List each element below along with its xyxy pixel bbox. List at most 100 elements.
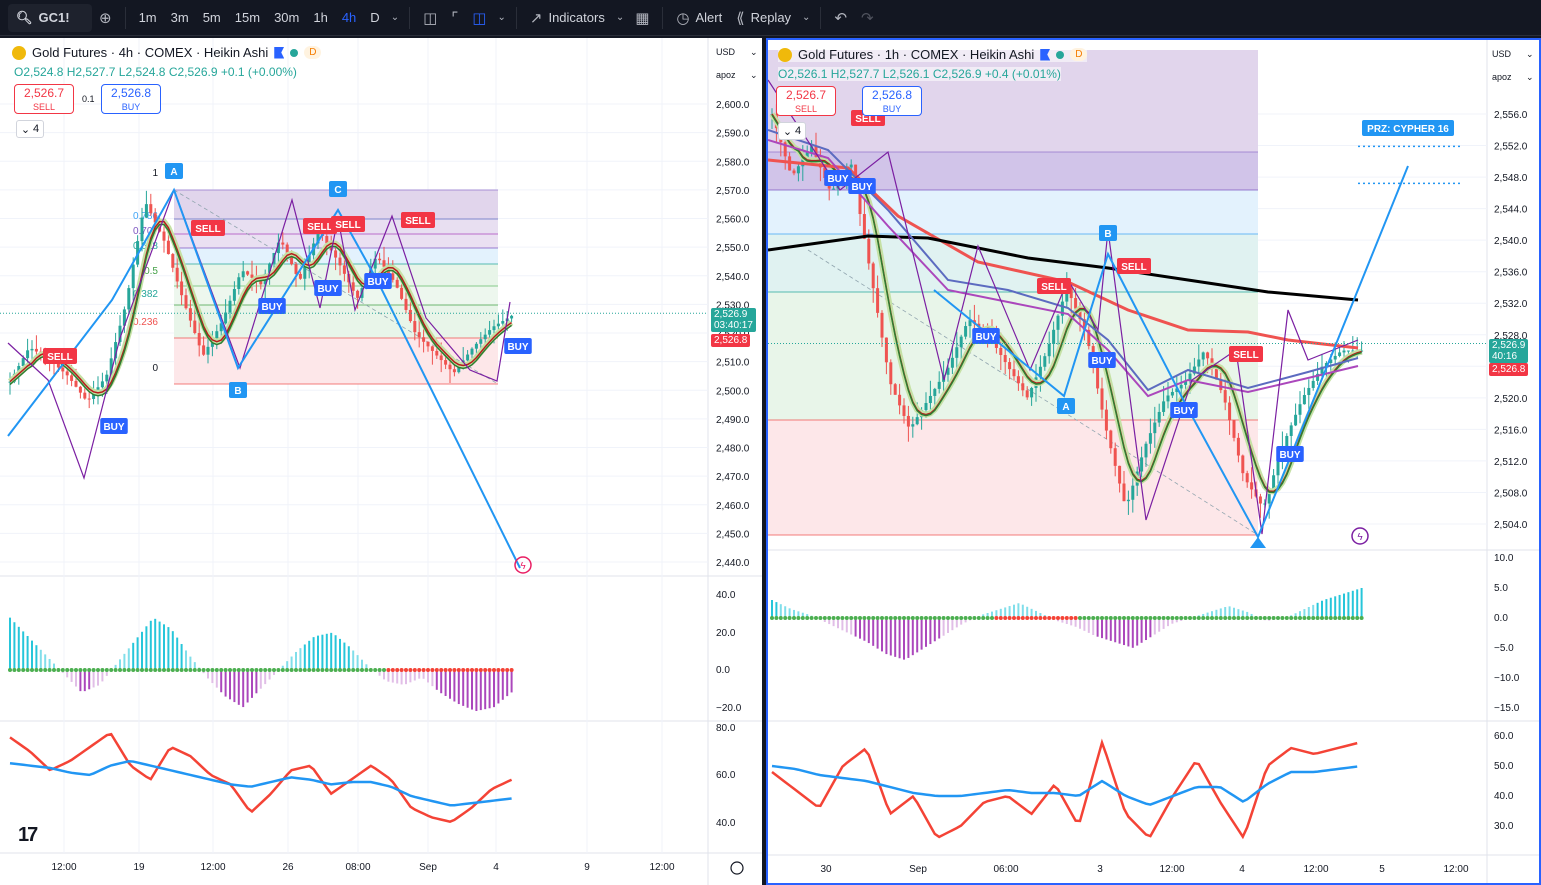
oscillator-dot <box>1064 616 1069 620</box>
candle-body <box>215 331 219 340</box>
oscillator-dot <box>267 668 272 672</box>
symbol-search[interactable]: 🔍︎ GC1! <box>8 3 92 32</box>
interval-30m[interactable]: 30m <box>274 10 300 25</box>
oscillator-dot <box>1051 616 1056 620</box>
chart-pane-4h[interactable]: 10.7860.7070.6180.50.3820.2360ABCSELLSEL… <box>0 38 762 885</box>
oscillator-dot <box>950 616 955 620</box>
candle-body <box>246 271 250 275</box>
oscillator-dot <box>470 668 474 672</box>
buy-button[interactable]: 2,526.8 BUY <box>101 84 161 114</box>
divider <box>409 6 411 29</box>
sell-button[interactable]: 2,526.7 SELL <box>14 84 74 114</box>
scale-select[interactable]: apoz <box>1492 72 1512 82</box>
line-style-button[interactable]: ⌜ <box>444 4 465 32</box>
scale-select[interactable]: apoz <box>716 70 736 80</box>
candle-body <box>955 347 959 358</box>
oscillator-dot <box>1179 616 1184 620</box>
indicators-collapse-button[interactable]: ⌄ 4 <box>778 122 806 140</box>
indicators-collapse-button[interactable]: ⌄ 4 <box>16 120 44 138</box>
oscillator-dot <box>360 668 364 672</box>
ohlc-change: +0.4 (+0.01%) <box>984 67 1061 81</box>
candle-body <box>78 386 82 393</box>
oscillator-dot <box>487 668 492 672</box>
candle-body <box>488 330 492 335</box>
price-axis-tick: 2,528.0 <box>1494 331 1528 342</box>
interval-15m[interactable]: 15m <box>234 10 261 25</box>
alert-button[interactable]: ◷ Alert <box>669 4 729 32</box>
oscillator-dot <box>1280 616 1285 620</box>
currency-select[interactable]: USD <box>716 47 736 57</box>
redo-button[interactable]: ↷ <box>854 4 881 32</box>
oscillator-dot <box>426 668 430 672</box>
sell-signal-bg <box>1037 278 1071 294</box>
chart-canvas-4h[interactable]: 10.7860.7070.6180.50.3820.2360ABCSELLSEL… <box>0 38 762 885</box>
currency-select[interactable]: USD <box>1492 49 1512 59</box>
heikin-ashi-button[interactable]: ◫ <box>465 4 493 32</box>
compare-symbol-button[interactable]: ⊕ <box>92 4 119 32</box>
sell-button[interactable]: 2,526.7 SELL <box>776 86 836 116</box>
oscillator-dot <box>1320 616 1324 620</box>
indicators-chevron-icon[interactable]: ⌄ <box>615 12 625 23</box>
interval-1h[interactable]: 1h <box>313 10 328 25</box>
oscillator-dot <box>1359 616 1364 620</box>
interval-1m[interactable]: 1m <box>138 10 157 25</box>
time-axis-tick: 19 <box>133 862 145 873</box>
oscillator-dot <box>946 616 950 620</box>
indicators-button[interactable]: ↗ Indicators <box>523 4 612 32</box>
candle-body <box>867 238 871 264</box>
interval-D[interactable]: D <box>370 10 380 25</box>
time-axis-tick: 12:00 <box>200 862 225 873</box>
chevron-down-icon[interactable]: ⌄ <box>1526 49 1534 59</box>
candle-body <box>338 257 342 266</box>
interval-menu-chevron-icon[interactable]: ⌄ <box>390 12 400 23</box>
candle-body <box>430 346 434 351</box>
candle-body <box>87 398 91 400</box>
bar-style-button[interactable]: ◫ <box>416 4 444 32</box>
chevron-down-icon[interactable]: ⌄ <box>750 70 758 80</box>
buy-signal: BUY <box>367 277 388 288</box>
candle-body <box>946 367 950 375</box>
flag-icon[interactable] <box>1040 48 1051 61</box>
sell-signal: SELL <box>405 216 431 227</box>
candle-body <box>457 366 461 373</box>
candle-body <box>858 189 862 215</box>
flag-icon[interactable] <box>274 46 285 59</box>
candles-icon: ◫ <box>472 9 487 27</box>
oscillator-dot <box>884 616 889 620</box>
candle-body <box>171 254 175 268</box>
oscillator-dot <box>1188 616 1192 620</box>
interval-3m[interactable]: 3m <box>170 10 189 25</box>
chart-pane-1h[interactable]: A B PRZ: CYPHER 16 SELL SELL SELL SELL BUY BUY BU… <box>766 38 1541 885</box>
tradingview-logo-icon[interactable]: 17 <box>18 824 38 846</box>
oscillator-dot <box>364 668 369 672</box>
fib-label: 0 <box>152 363 158 374</box>
chevron-down-icon[interactable]: ⌄ <box>750 47 758 57</box>
candle-body <box>1179 384 1183 389</box>
undo-button[interactable]: ↶ <box>827 4 854 32</box>
replay-chevron-icon[interactable]: ⌄ <box>802 12 811 23</box>
candle-body <box>937 381 941 389</box>
price-axis-tick: 2,590.0 <box>716 129 750 140</box>
sell-signal-bg <box>331 216 365 232</box>
time-axis-tick: 12:00 <box>1443 864 1468 875</box>
buy-signal-bg <box>1170 402 1198 418</box>
candle-body <box>1012 369 1016 377</box>
interval-4h[interactable]: 4h <box>341 10 357 25</box>
oscillator-dot <box>1192 616 1197 620</box>
oscillator-dot <box>1214 616 1219 620</box>
candle-body <box>444 360 448 365</box>
sell-signal-bg <box>303 218 337 234</box>
candle-body <box>202 345 206 355</box>
buy-button[interactable]: 2,526.8 BUY <box>862 86 922 116</box>
chevron-down-icon[interactable]: ⌄ <box>1526 72 1534 82</box>
layouts-button[interactable]: ▦ <box>628 4 656 32</box>
oscillator-dot <box>30 668 34 672</box>
oscillator-dot <box>1298 616 1302 620</box>
chart-type-chevron-icon[interactable]: ⌄ <box>497 12 506 23</box>
replay-button[interactable]: ⟪ Replay <box>729 4 798 32</box>
ohlc-open: O2,526.1 <box>778 67 828 81</box>
oscillator-dot <box>47 668 52 672</box>
interval-5m[interactable]: 5m <box>202 10 221 25</box>
bar-countdown: 03:40:17 <box>714 320 753 331</box>
